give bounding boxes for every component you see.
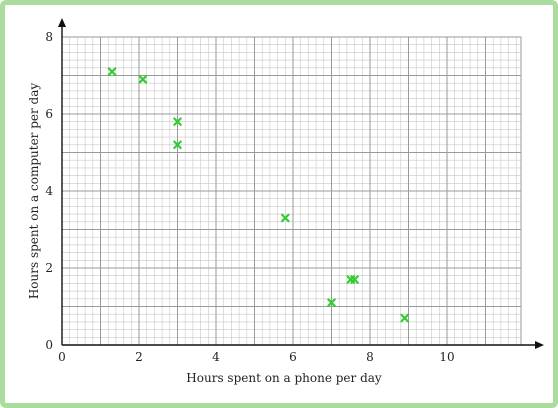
grid: [61, 36, 522, 346]
x-tick-label: 2: [135, 350, 143, 364]
data-point: [107, 67, 117, 76]
x-tick-label: 8: [366, 350, 374, 364]
x-axis-label: Hours spent on a phone per day: [186, 371, 382, 385]
y-tick-label: 2: [45, 261, 53, 275]
data-point-stroke: [173, 140, 182, 150]
data-points: [107, 67, 409, 323]
x-tick-label: 0: [58, 350, 66, 364]
x-tick-label: 10: [439, 350, 454, 364]
data-point-stroke: [400, 313, 409, 323]
y-tick-label: 4: [45, 184, 53, 198]
x-axis-arrow: [535, 341, 544, 349]
y-tick-label: 6: [45, 107, 53, 121]
y-tick-label: 0: [45, 338, 53, 352]
data-point: [327, 298, 336, 307]
data-point-stroke: [281, 213, 290, 223]
y-axis-label: Hours spent on a computer per day: [27, 83, 41, 300]
data-point: [173, 117, 182, 127]
axes: [58, 18, 544, 349]
data-point: [400, 313, 409, 323]
tick-labels: 0 2 4 6 8 10 0 2 4 6 8: [45, 30, 454, 364]
data-point: [138, 75, 148, 84]
data-point: [173, 140, 182, 150]
data-point-stroke: [327, 298, 336, 307]
x-tick-label: 4: [212, 350, 220, 364]
data-point-stroke: [107, 67, 117, 76]
data-point: [350, 275, 359, 284]
data-point: [281, 213, 290, 223]
data-point-stroke: [173, 117, 182, 127]
y-tick-label: 8: [45, 30, 53, 44]
data-point-stroke: [138, 75, 148, 84]
data-point-stroke: [350, 275, 359, 284]
x-tick-label: 6: [289, 350, 297, 364]
y-axis-arrow: [58, 18, 66, 27]
